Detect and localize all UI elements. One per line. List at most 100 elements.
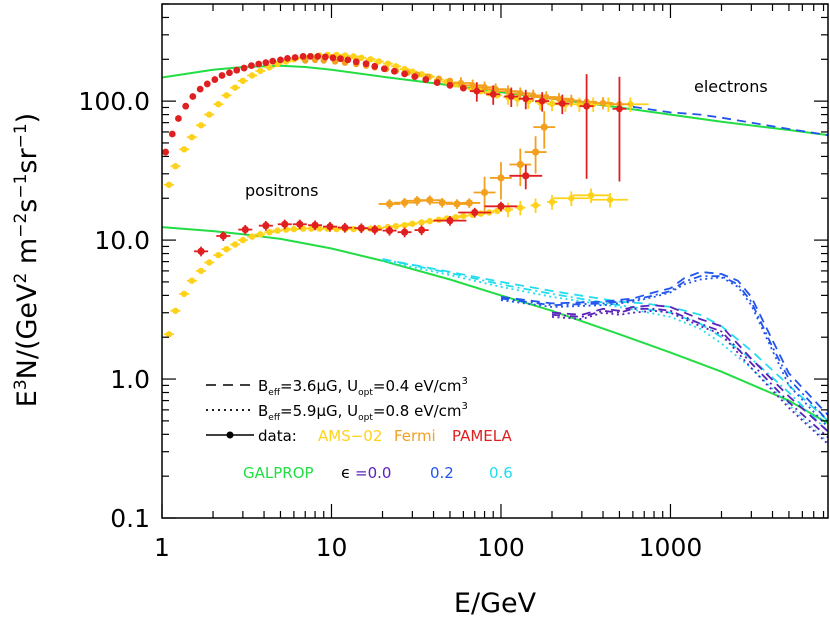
ams_positrons-point (248, 233, 256, 240)
pamela_electrons-point (616, 105, 623, 113)
ams_electrons-point (358, 54, 365, 62)
ams_positrons-point (532, 202, 539, 209)
pamela_positrons-point (497, 202, 505, 210)
ams_electrons-point (367, 56, 374, 63)
ams_electrons-point (188, 134, 196, 141)
ams_electrons-point (231, 84, 239, 91)
pamela_positrons-point (341, 223, 349, 232)
pamela_positrons-point (262, 222, 270, 230)
fermi_positrons-point (453, 200, 461, 208)
pamela_electrons-point (337, 55, 344, 63)
legend-data-swatch-dot (226, 431, 234, 439)
pamela_electrons-point (218, 72, 226, 79)
ams_electrons-point (375, 58, 382, 65)
x-tick-label: 10 (316, 533, 348, 562)
model-curves (161, 64, 829, 445)
pamela_electrons-point (371, 62, 379, 70)
fermi_positrons-point (531, 148, 540, 156)
pamela_positrons-point (522, 172, 530, 180)
fermi_positrons-point (385, 200, 394, 208)
pamela_electrons-point (446, 81, 454, 89)
ams_positrons-point (426, 217, 433, 225)
pamela_electrons-point (473, 87, 481, 95)
ams_electrons-point (206, 111, 213, 118)
legend-eps2-label: 0.6 (489, 464, 513, 482)
pamela_electrons-point (380, 65, 388, 73)
pamela_electrons-point (522, 95, 530, 103)
ams_positrons-point (274, 227, 281, 234)
pamela_electrons-point (459, 84, 467, 92)
positrons-annotation: positrons (245, 181, 319, 200)
ams_positrons-point (606, 196, 614, 203)
pamela_electrons-point (314, 52, 322, 60)
pamela_electrons-point (489, 90, 497, 98)
x-tick-label: 100 (477, 533, 525, 562)
pamela_positrons-point (417, 226, 426, 234)
pamela_electrons-point (226, 69, 233, 77)
ams_positrons-point (266, 228, 273, 236)
pamela_electrons-point (196, 85, 204, 93)
pamela_electrons-point (175, 115, 182, 122)
pamela_positrons-point (311, 221, 319, 229)
pamela_electrons-point (269, 57, 277, 65)
ams_positrons-point (418, 219, 425, 226)
fermi_electrons-point (599, 99, 607, 107)
series-positrons-eps-0-2-dashed (500, 270, 829, 416)
legend-data-label: data: (258, 427, 297, 445)
ams_electrons-point (239, 77, 247, 85)
pamela_electrons-point (558, 100, 566, 107)
ams_positrons-point (197, 267, 205, 275)
pamela_positrons-point (326, 223, 334, 231)
pamela_electrons-point (284, 54, 291, 62)
pamela_electrons-point (401, 70, 409, 78)
fermi_electrons-point (568, 97, 575, 104)
ams_positrons-point (188, 277, 196, 284)
pamela_positrons-point (357, 224, 365, 232)
pamela_positrons-point (385, 227, 394, 235)
pamela_electrons-point (433, 79, 441, 86)
x-tick-label: 1 (154, 533, 170, 562)
series-galprop-positrons (161, 226, 829, 425)
y-tick-label: 0.1 (110, 504, 150, 533)
electrons-annotation: electrons (694, 77, 768, 96)
pamela_electrons-point (182, 102, 190, 110)
fermi_electrons-point (543, 93, 550, 101)
ams_positrons-point (172, 307, 179, 314)
fermi_positrons-point (497, 174, 505, 182)
fermi_electrons-point (517, 90, 524, 97)
pamela_electrons-point (168, 130, 176, 138)
pamela_positrons-point (219, 232, 227, 240)
ams_electrons-point (197, 122, 205, 129)
pamela_positrons-point (296, 220, 304, 228)
legend-eps-symbol: ϵ (341, 463, 351, 482)
pamela_electrons-point (583, 102, 590, 110)
pamela_electrons-point (321, 53, 329, 61)
pamela_electrons-point (189, 93, 197, 100)
fermi_positrons-point (516, 160, 524, 169)
ams_positrons-point (290, 225, 298, 233)
legend-eps0-label: =0.0 (355, 464, 391, 482)
pamela_electrons-point (329, 54, 337, 62)
fermi_electrons-point (530, 92, 537, 99)
pamela_electrons-point (255, 60, 263, 68)
fermi_positrons-point (438, 199, 446, 207)
fermi_positrons-point (480, 188, 489, 197)
pamela_positrons-point (281, 220, 289, 228)
pamela_electrons-point (211, 76, 219, 83)
pamela_positrons-point (371, 225, 379, 234)
pamela_positrons-point (471, 208, 479, 217)
ams_positrons-point (392, 222, 400, 230)
pamela_positrons-point (446, 217, 454, 225)
ams_electrons-point (180, 146, 188, 153)
pamela_positrons-point (197, 247, 205, 255)
ams_positrons-point (568, 195, 575, 202)
legend: Beff=3.6μG, Uopt=0.4 eV/cm3 Beff=5.9μG, … (206, 376, 513, 482)
legend-galprop-label: GALPROP (243, 464, 314, 482)
plot-frame (161, 3, 829, 519)
data-points (162, 51, 649, 338)
pamela_electrons-point (203, 80, 211, 88)
ams_electrons-point (223, 92, 230, 99)
ams_positrons-point (504, 206, 512, 213)
pamela_electrons-point (299, 52, 307, 60)
